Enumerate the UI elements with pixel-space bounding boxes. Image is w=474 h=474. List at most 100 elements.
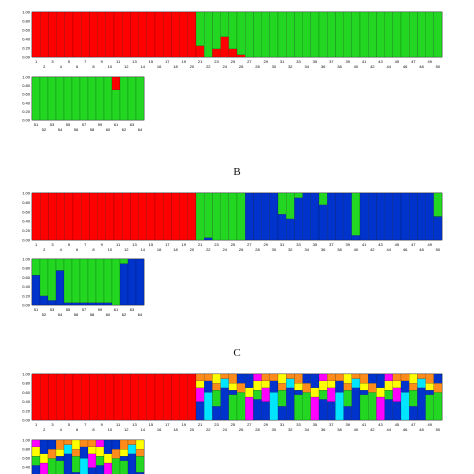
panel-b-bar	[87, 302, 97, 306]
panel-b-bar	[335, 192, 344, 241]
panel-a-row1-label: 43	[378, 59, 383, 64]
panel-c-row1-label: 21	[198, 422, 203, 427]
panel-c-row1-label: 2	[43, 427, 46, 432]
panel-b-bar	[103, 302, 113, 306]
panel-a-bar	[56, 11, 65, 58]
panel-c-bar	[351, 378, 361, 388]
panel-c-bar	[277, 390, 287, 407]
panel-a-bar	[111, 89, 121, 121]
panel-c-bar	[327, 380, 336, 388]
panel-b-row2-label: 59	[98, 307, 103, 312]
panel-b-row2-label: 63	[130, 307, 135, 312]
panel-c-bar	[261, 401, 270, 421]
panel-a-row1-label: 6	[76, 64, 79, 69]
panel-a-bar	[103, 76, 113, 121]
panel-a-bar	[171, 11, 180, 58]
panel-b-bar	[212, 192, 221, 241]
panel-c-bar	[392, 401, 402, 421]
panel-c-bar	[302, 392, 311, 421]
panel-c-bar	[48, 373, 57, 421]
panel-b-row1-label: 20	[190, 247, 195, 252]
panel-c-bar	[392, 387, 402, 402]
panel-a-row1-label: 37	[329, 59, 334, 64]
panel-c-bar	[368, 383, 377, 393]
panel-a-row2-label: 55	[66, 122, 71, 127]
panel-b-row1-label: 32	[288, 247, 293, 252]
panel-a-bar	[195, 45, 205, 58]
panel-c-bar	[409, 390, 418, 407]
panel-b-bar	[294, 197, 303, 241]
panel-c-bar	[95, 446, 105, 457]
panel-b-bar	[204, 237, 213, 241]
panel-a-row2-ytick: 0.00	[22, 118, 31, 123]
panel-c-row1-label: 48	[419, 427, 424, 432]
panel-c-bar	[261, 387, 270, 402]
panel-c-bar	[113, 373, 123, 421]
panel-a-row1-ytick: 0.60	[22, 28, 31, 33]
panel-a-row2-ytick: 0.60	[22, 92, 31, 97]
panel-b-bar	[39, 258, 49, 296]
panel-a-bar	[119, 76, 129, 121]
panel-c-bar	[47, 439, 57, 450]
panel-c-bar	[376, 373, 385, 388]
panel-b-row1-label: 27	[247, 242, 252, 247]
panel-c-bar	[212, 383, 221, 391]
panel-a-row2-label: 51	[34, 122, 39, 127]
panel-b-row1-label: 42	[370, 247, 375, 252]
panel-a-bar	[81, 11, 90, 58]
panel-a-row2-label: 57	[82, 122, 87, 127]
panel-c-row1-ytick: 0.40	[22, 399, 31, 404]
panel-c-row1-label: 50	[436, 427, 441, 432]
panel-a-bar	[39, 76, 49, 121]
panel-b-row1-label: 11	[116, 242, 121, 247]
panel-c-bar	[31, 465, 41, 474]
panel-c-bar	[103, 462, 113, 474]
panel-b-bar	[261, 192, 270, 241]
panel-c-bar	[204, 380, 213, 393]
panel-c-bar	[31, 456, 41, 466]
panel-b-bar	[253, 192, 262, 241]
panel-label-c: C	[233, 347, 241, 359]
panel-c-bar	[253, 380, 262, 391]
panel-c-bar	[269, 373, 279, 381]
panel-b-bar	[171, 192, 180, 241]
panel-c-bar	[64, 373, 74, 421]
panel-b-row1-label: 12	[124, 247, 129, 252]
panel-a-bar	[87, 76, 97, 121]
panel-c-row1-label: 42	[370, 427, 375, 432]
panel-a-row2-label: 59	[98, 122, 103, 127]
panel-a-bar	[327, 11, 336, 58]
panel-b-bar	[433, 216, 443, 241]
panel-b-bar	[163, 192, 172, 241]
panel-c-row1-label: 8	[92, 427, 95, 432]
panel-a-row1-label: 33	[296, 59, 301, 64]
panel-b-bar	[368, 192, 377, 241]
panel-c-bar	[409, 406, 418, 421]
panel-b-row2-ytick: 0.40	[22, 284, 31, 289]
panel-a-row1-label: 10	[108, 64, 113, 69]
panel-b-row1-label: 49	[427, 242, 432, 247]
panel-c-bar	[409, 383, 418, 391]
panel-b-row2-ytick: 0.00	[22, 303, 31, 308]
panel-c-bar	[63, 453, 73, 474]
panel-b-row2-label: 56	[74, 312, 79, 317]
panel-b-bar	[236, 192, 246, 241]
panel-b-row1-label: 7	[84, 242, 87, 247]
panel-b-bar	[286, 192, 295, 219]
panel-c-row1-label: 15	[149, 422, 154, 427]
panel-c-bar	[79, 458, 89, 474]
panel-a-bar	[277, 11, 287, 58]
panel-c-bar	[119, 439, 129, 450]
panel-b-row2-label: 61	[114, 307, 119, 312]
panel-c-bar	[310, 387, 320, 398]
panel-a-row1-label: 2	[43, 64, 46, 69]
panel-a-row1-label: 22	[206, 64, 211, 69]
panel-c-row1-label: 30	[272, 427, 277, 432]
panel-c-bar	[286, 373, 295, 379]
panel-b-bar	[269, 192, 279, 241]
panel-c-bar	[63, 439, 73, 445]
panel-c-row1-label: 44	[386, 427, 391, 432]
panel-a-row2-label: 64	[138, 127, 143, 132]
panel-b-bar	[417, 192, 426, 241]
panel-b-row2-ytick: 0.60	[22, 275, 31, 280]
